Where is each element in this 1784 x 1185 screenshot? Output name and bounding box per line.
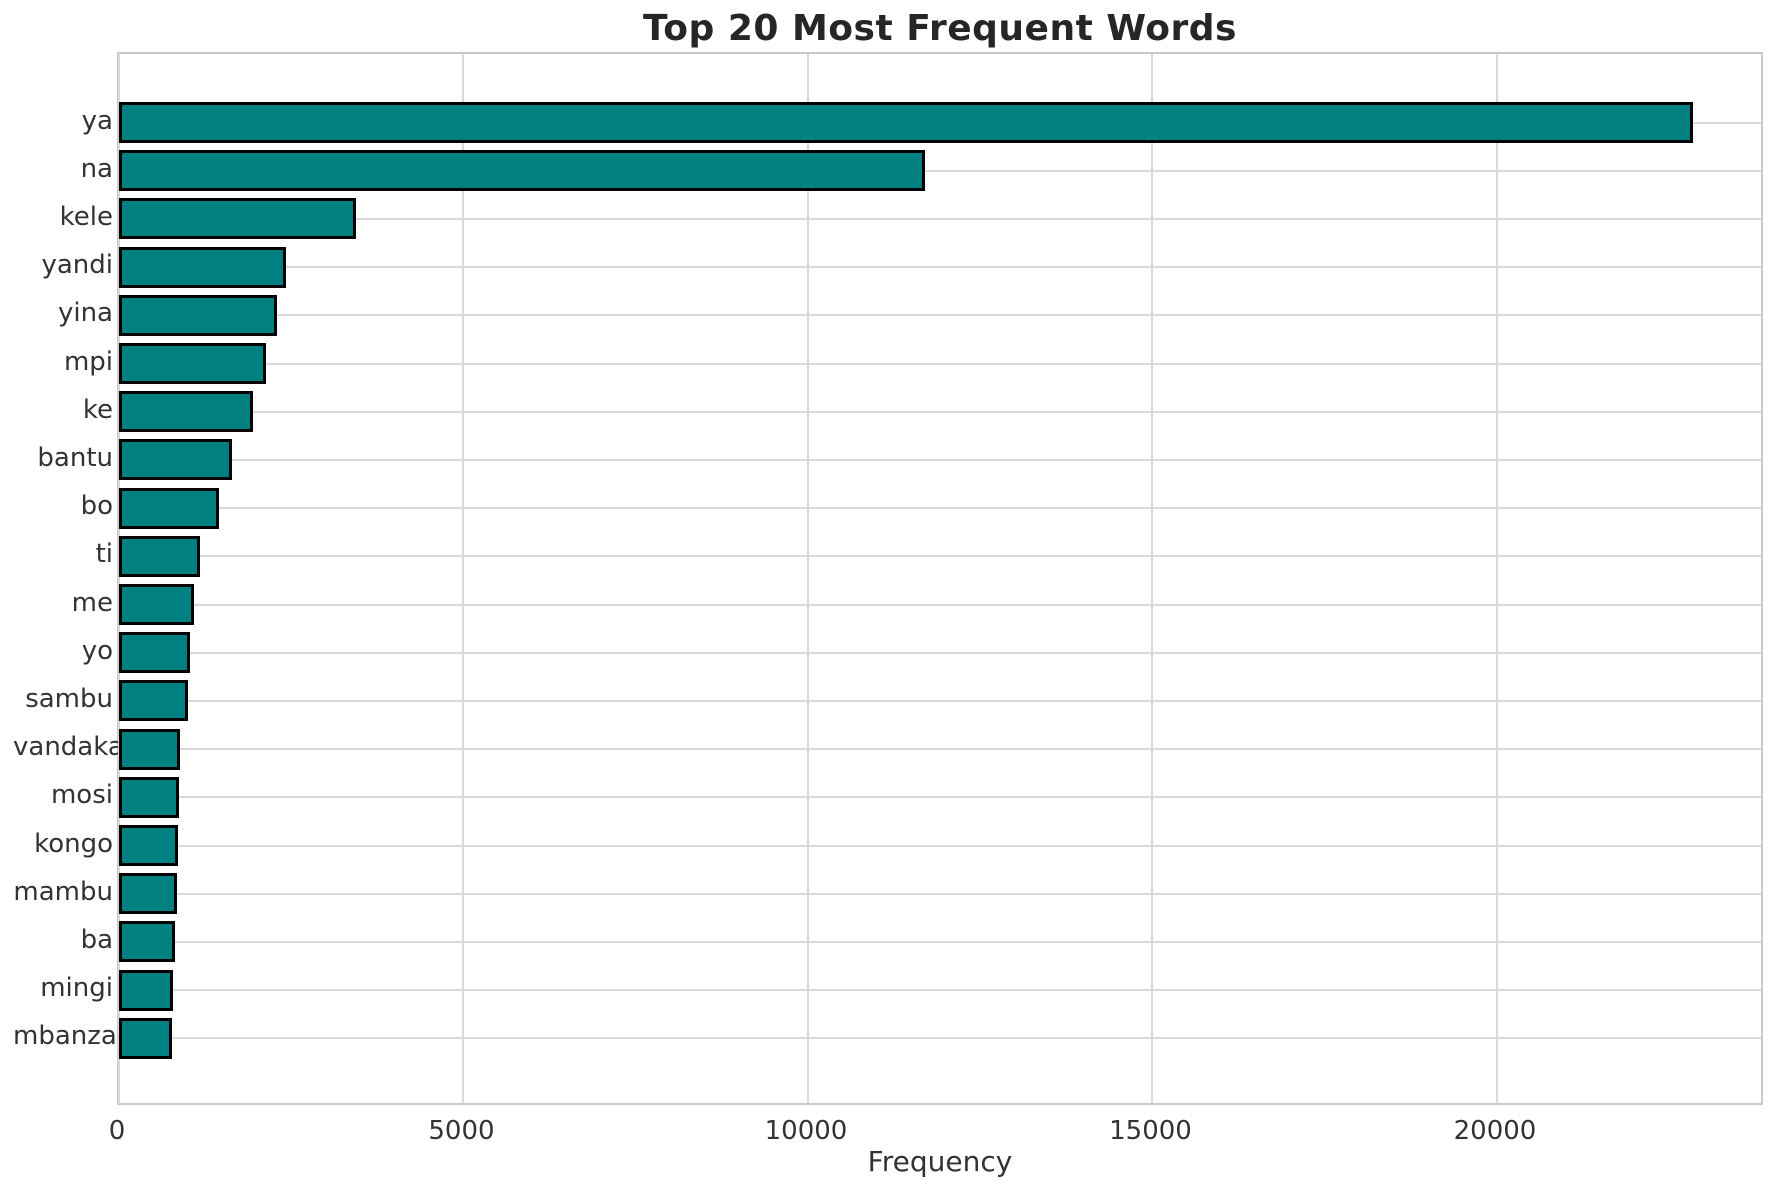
bar-bo — [119, 487, 219, 529]
y-tick-label-ba: ba — [80, 924, 113, 955]
y-tick-label-me: me — [71, 587, 113, 618]
y-gridline — [119, 217, 1761, 220]
y-gridline — [119, 314, 1761, 317]
y-gridline — [119, 507, 1761, 510]
bar-yo — [119, 632, 190, 674]
y-tick-label-ke: ke — [82, 394, 113, 425]
y-gridline — [119, 796, 1761, 799]
y-gridline — [119, 699, 1761, 702]
x-gridline-20000 — [1495, 54, 1498, 1103]
bar-me — [119, 584, 194, 625]
y-tick-label-kele: kele — [59, 201, 113, 232]
bar-ti — [119, 535, 200, 577]
bar-mambu — [119, 873, 177, 915]
bar-ba — [119, 921, 175, 963]
y-gridline — [119, 651, 1761, 654]
y-gridline — [119, 555, 1761, 558]
bar-mpi — [119, 343, 266, 384]
plot-area — [117, 52, 1763, 1105]
bar-mosi — [119, 776, 179, 818]
y-gridline — [119, 748, 1761, 751]
y-gridline — [119, 169, 1761, 172]
x-tick-label-20000: 20000 — [1453, 1116, 1537, 1146]
chart-title: Top 20 Most Frequent Words — [643, 8, 1237, 49]
bar-mbanza — [119, 1017, 172, 1059]
y-tick-label-bo: bo — [80, 491, 113, 522]
x-tick-label-0: 0 — [108, 1116, 126, 1146]
y-gridline — [119, 892, 1761, 895]
y-tick-label-mpi: mpi — [63, 346, 113, 377]
y-tick-label-yandi: yandi — [41, 250, 113, 281]
y-tick-label-na: na — [80, 153, 113, 184]
y-gridline — [119, 940, 1761, 943]
bar-sambu — [119, 680, 188, 722]
y-tick-label-sambu: sambu — [25, 683, 113, 714]
x-tick-label-10000: 10000 — [764, 1116, 848, 1146]
y-gridline — [119, 458, 1761, 461]
y-tick-label-mosi: mosi — [50, 780, 113, 811]
bar-na — [119, 150, 925, 192]
bar-kongo — [119, 825, 178, 866]
y-gridline — [119, 603, 1761, 606]
y-gridline — [119, 989, 1761, 992]
y-tick-label-yina: yina — [57, 298, 113, 329]
bar-yina — [119, 294, 277, 336]
bar-ya — [119, 102, 1693, 143]
y-tick-label-ya: ya — [81, 105, 113, 136]
bar-mingi — [119, 969, 173, 1011]
x-tick-label-5000: 5000 — [428, 1116, 495, 1146]
y-gridline — [119, 362, 1761, 365]
x-tick-label-15000: 15000 — [1109, 1116, 1192, 1146]
y-gridline — [119, 1037, 1761, 1040]
bar-bantu — [119, 439, 232, 481]
y-gridline — [119, 844, 1761, 847]
bar-yandi — [119, 246, 286, 288]
y-tick-label-yo: yo — [81, 635, 113, 666]
y-tick-label-ti: ti — [95, 539, 113, 570]
y-tick-label-kongo: kongo — [34, 828, 113, 859]
y-gridline — [119, 410, 1761, 413]
x-gridline-15000 — [1151, 54, 1154, 1103]
y-gridline — [119, 266, 1761, 269]
x-gridline-5000 — [462, 54, 465, 1103]
y-tick-label-mambu: mambu — [13, 876, 113, 907]
bar-ke — [119, 391, 253, 433]
y-tick-label-bantu: bantu — [37, 442, 113, 473]
y-tick-label-mbanza: mbanza — [13, 1021, 117, 1052]
x-gridline-10000 — [806, 54, 809, 1103]
y-tick-label-mingi: mingi — [40, 973, 113, 1004]
x-axis-title: Frequency — [867, 1145, 1013, 1178]
bar-kele — [119, 198, 356, 240]
bar-vandaka — [119, 728, 180, 770]
x-gridline-0 — [118, 54, 120, 1103]
y-tick-label-vandaka: vandaka — [13, 732, 124, 763]
